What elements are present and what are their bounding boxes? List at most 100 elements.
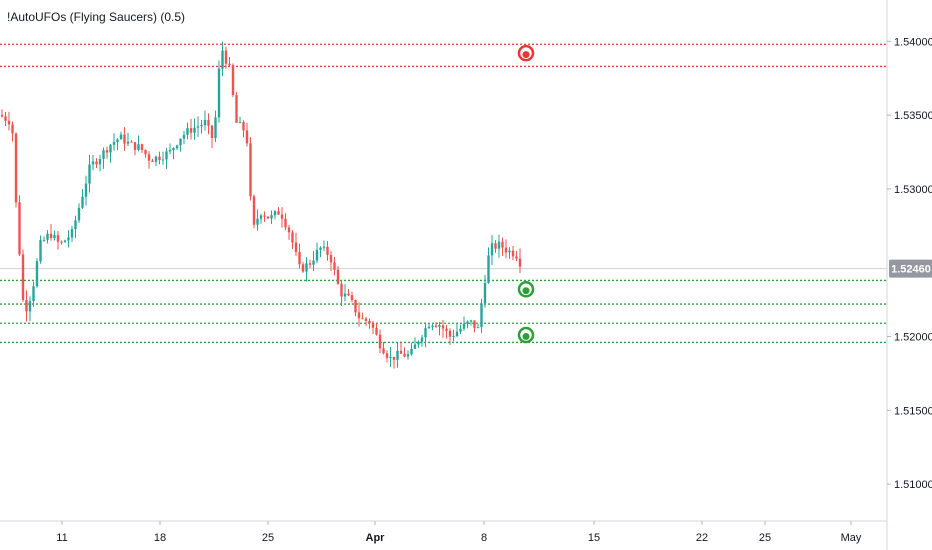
candle-body	[329, 254, 333, 263]
candle-body	[518, 258, 522, 267]
candle-body	[228, 63, 231, 66]
candle-body	[305, 263, 308, 272]
candle-body	[420, 337, 424, 342]
candle-body	[67, 237, 70, 241]
candle-body	[284, 218, 287, 228]
candle-body	[231, 65, 235, 96]
candle-body	[245, 130, 249, 144]
candle-body	[494, 243, 497, 249]
candle-body	[308, 263, 312, 265]
candle-body	[287, 227, 291, 233]
x-tick-label: 8	[481, 532, 487, 544]
candle-body	[193, 127, 196, 133]
candle-body	[427, 326, 431, 329]
candle-body	[515, 256, 518, 259]
candle-body	[123, 134, 126, 144]
candle-body	[256, 218, 259, 225]
candle-body	[434, 325, 438, 327]
candle-body	[371, 323, 375, 328]
candle-body	[179, 138, 182, 146]
candle-body	[200, 124, 203, 127]
candle-body	[130, 141, 133, 143]
candle-body	[207, 119, 210, 126]
candle-body	[375, 327, 378, 335]
candle-body	[326, 246, 329, 255]
candle-body	[81, 196, 84, 208]
candle-body	[312, 260, 315, 265]
candle-body	[175, 145, 179, 149]
candle-body	[60, 241, 63, 243]
candle-body	[11, 124, 14, 134]
y-tick-label: 1.51000	[894, 479, 932, 491]
candle-body	[413, 344, 417, 349]
candle-body	[424, 328, 427, 338]
support-ufo-marker-dot	[522, 333, 530, 341]
candle-body	[469, 320, 473, 322]
candle-body	[333, 262, 336, 270]
candle-body	[74, 220, 77, 230]
candle-body	[315, 249, 319, 261]
candle-body	[35, 261, 39, 287]
candle-body	[119, 134, 123, 140]
candle-body	[210, 125, 214, 138]
candle-body	[483, 282, 487, 304]
candle-body	[480, 303, 483, 328]
candle-body	[102, 150, 105, 159]
candle-body	[203, 119, 207, 125]
candle-body	[14, 133, 18, 203]
candle-body	[364, 318, 368, 321]
candle-body	[392, 356, 396, 360]
candle-body	[140, 144, 144, 151]
candle-body	[98, 158, 102, 165]
candle-body	[238, 122, 242, 124]
candle-body	[294, 242, 298, 252]
candle-body	[161, 159, 165, 161]
candle-body	[291, 232, 294, 243]
candle-body	[406, 354, 410, 357]
candle-body	[396, 350, 399, 360]
candle-body	[116, 139, 119, 143]
candle-body	[39, 240, 42, 262]
candle-body	[476, 327, 480, 329]
y-tick-label: 1.53000	[894, 184, 932, 196]
candle-body	[42, 239, 46, 241]
x-tick-label: 25	[759, 532, 771, 544]
candle-body	[56, 235, 60, 242]
candle-body	[368, 320, 371, 324]
candle-body	[322, 246, 326, 248]
candle-body	[511, 250, 515, 257]
candle-body	[403, 353, 406, 357]
candle-body	[112, 142, 116, 145]
candle-body	[189, 128, 193, 133]
candle-body	[221, 50, 224, 69]
candle-body	[378, 334, 382, 349]
candle-body	[298, 251, 301, 265]
candle-body	[466, 321, 469, 324]
candle-body	[504, 247, 508, 253]
candle-body	[438, 325, 441, 327]
candle-body	[263, 215, 266, 217]
candle-body	[487, 255, 490, 283]
candle-body	[459, 328, 462, 332]
candle-body	[21, 254, 25, 300]
candle-body	[354, 300, 357, 313]
last-price-label: 1.52460	[891, 264, 931, 276]
candle-body	[165, 151, 168, 160]
candle-body	[277, 211, 280, 215]
candle-body	[350, 295, 354, 301]
y-tick-label: 1.54000	[894, 36, 932, 48]
candle-body	[361, 318, 364, 320]
candle-body	[53, 235, 56, 239]
candle-body	[431, 325, 434, 327]
x-tick-label: 15	[588, 532, 600, 544]
candle-body	[235, 95, 238, 123]
candle-body	[270, 215, 273, 219]
candle-body	[473, 320, 476, 328]
candle-body	[357, 312, 361, 319]
candle-body	[4, 116, 7, 121]
candle-body	[217, 68, 221, 118]
candle-body	[445, 328, 448, 331]
candle-body	[88, 164, 91, 184]
candle-body	[70, 229, 74, 238]
